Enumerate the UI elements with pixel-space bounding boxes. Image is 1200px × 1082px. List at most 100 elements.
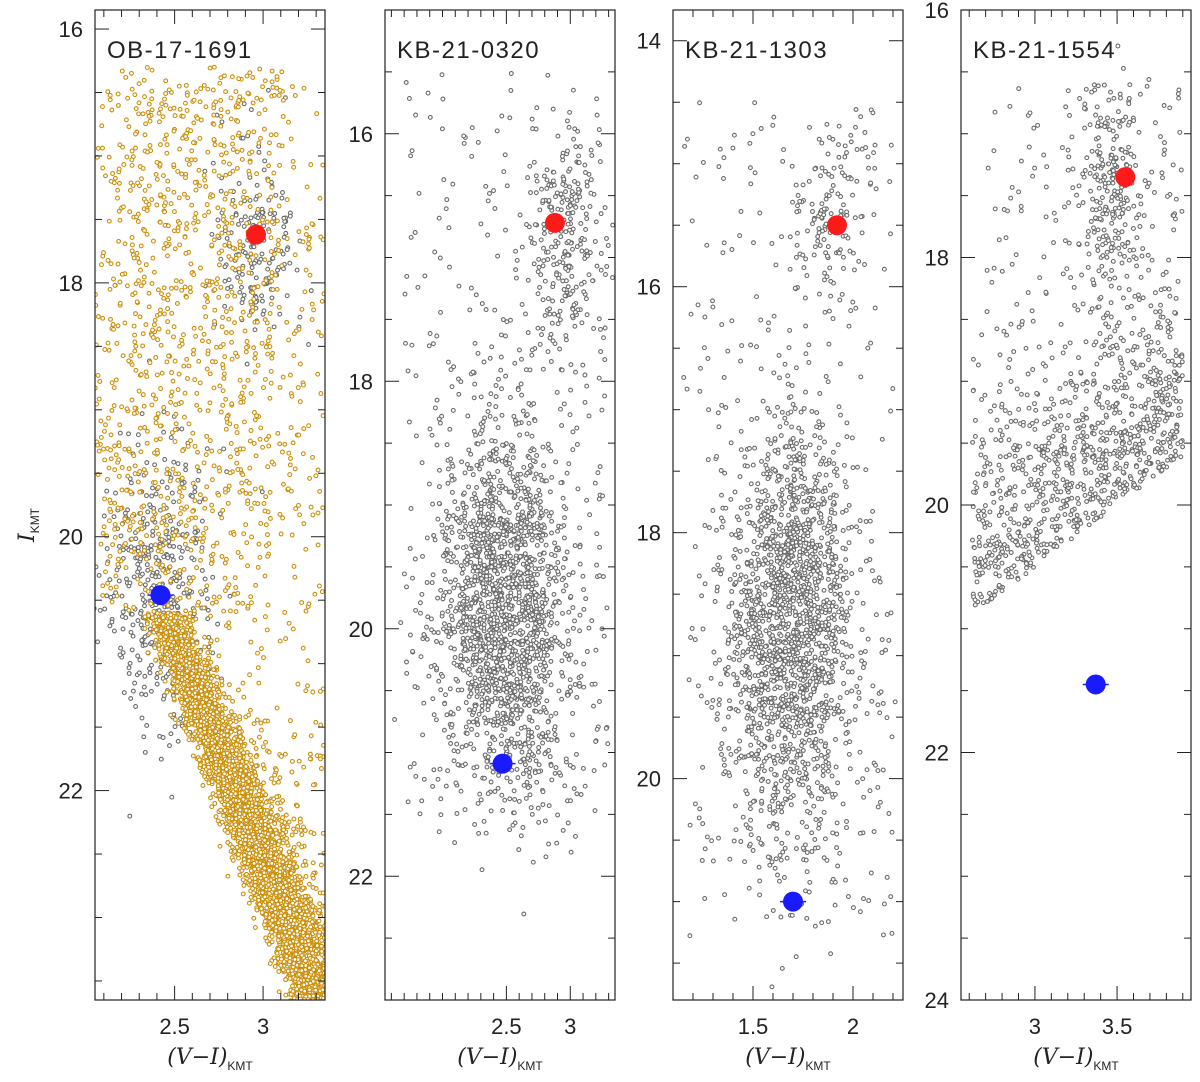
field-star-point (147, 666, 152, 672)
field-star-point (136, 566, 142, 571)
hst-star-point (266, 941, 272, 947)
field-star-point (203, 587, 209, 593)
hst-star-point (291, 844, 297, 850)
field-star-point (117, 652, 123, 658)
hst-star-point (336, 1004, 340, 1008)
field-star-point (88, 545, 92, 549)
hst-star-point (335, 924, 339, 928)
hst-star-point (337, 988, 341, 992)
field-star-point (270, 255, 276, 261)
hst-star-point (316, 1002, 320, 1006)
field-star-point (275, 267, 280, 273)
field-star-point (148, 543, 154, 549)
hst-star-point (361, 1004, 365, 1008)
hst-star-point (333, 983, 337, 987)
field-star-point (204, 596, 210, 602)
field-star-point (142, 673, 148, 679)
field-star-point (167, 543, 173, 549)
field-star-point (258, 256, 264, 262)
hst-star-point (219, 678, 225, 684)
field-star-point (192, 529, 198, 535)
field-star-point (130, 633, 136, 639)
field-star-point (161, 429, 167, 435)
field-star-point (164, 485, 170, 491)
hst-star-point (333, 967, 337, 971)
field-star-point (262, 158, 268, 164)
field-star-point (111, 628, 117, 634)
hst-star-point (190, 753, 196, 759)
hst-star-point (328, 968, 332, 972)
field-star-point (206, 644, 212, 650)
hst-star-point (329, 975, 333, 979)
field-star-point (259, 489, 265, 495)
field-star-point (178, 555, 184, 561)
hst-star-point (353, 998, 357, 1002)
field-star-point (244, 361, 250, 367)
field-star-point (170, 557, 176, 563)
hst-star-point (336, 989, 340, 993)
hst-star-point (278, 962, 284, 968)
field-star-point (127, 580, 133, 586)
field-star-point (165, 555, 171, 561)
hst-star-point (339, 972, 343, 976)
hst-star-point (331, 996, 335, 1000)
field-star-point (140, 516, 146, 521)
field-star-point (107, 623, 113, 629)
field-star-point (95, 564, 99, 570)
hst-star-point (326, 974, 330, 978)
hst-star-point (299, 1002, 303, 1006)
field-star-point (204, 446, 210, 452)
hst-star-point (334, 1001, 338, 1005)
hst-star-point (303, 1003, 307, 1007)
hst-star-point (358, 979, 362, 983)
field-star-point (237, 289, 243, 295)
hst-star-point (330, 947, 334, 951)
field-star-point (228, 284, 234, 290)
hst-star-point (330, 982, 334, 986)
field-star-point (217, 511, 223, 517)
hst-star-point (327, 964, 331, 968)
field-star-point (128, 480, 134, 486)
field-star-point (139, 592, 145, 598)
field-star-point (142, 749, 148, 755)
field-star-point (240, 135, 246, 141)
hst-star-point (354, 965, 358, 969)
field-star-point (150, 485, 155, 491)
hst-star-point (310, 885, 316, 890)
hst-star-point (360, 999, 364, 1003)
hst-star-point (246, 900, 252, 906)
field-star-point (284, 293, 290, 299)
field-star-point (221, 446, 227, 452)
hst-star-point (324, 1001, 328, 1005)
field-star-point (183, 467, 189, 473)
field-star-point (113, 490, 118, 496)
field-star-point (169, 490, 175, 496)
field-star-point (119, 593, 125, 599)
field-star-point (149, 639, 155, 645)
field-star-point (242, 214, 248, 220)
hst-star-point (332, 990, 336, 994)
hst-star-point (334, 978, 338, 982)
hst-star-point (208, 795, 213, 801)
hst-star-point (350, 1001, 354, 1005)
field-star-point (145, 509, 151, 515)
field-star-point (226, 277, 232, 283)
field-star-point (147, 670, 153, 676)
hst-star-point (292, 1002, 296, 1006)
field-star-point (196, 468, 202, 474)
field-star-point (175, 461, 181, 467)
hst-star-point (243, 871, 249, 877)
hst-star-point (333, 1001, 337, 1005)
field-star-point (189, 555, 195, 561)
field-star-point (144, 723, 150, 728)
field-star-point (261, 223, 267, 229)
field-star-point (271, 215, 277, 221)
field-star-point (189, 493, 195, 499)
hst-star-point (330, 968, 334, 972)
field-star-point (230, 197, 236, 203)
hst-star-point (328, 1004, 332, 1008)
hst-star-point (333, 999, 337, 1003)
field-star-point (140, 597, 146, 603)
hst-star-point (328, 950, 332, 954)
